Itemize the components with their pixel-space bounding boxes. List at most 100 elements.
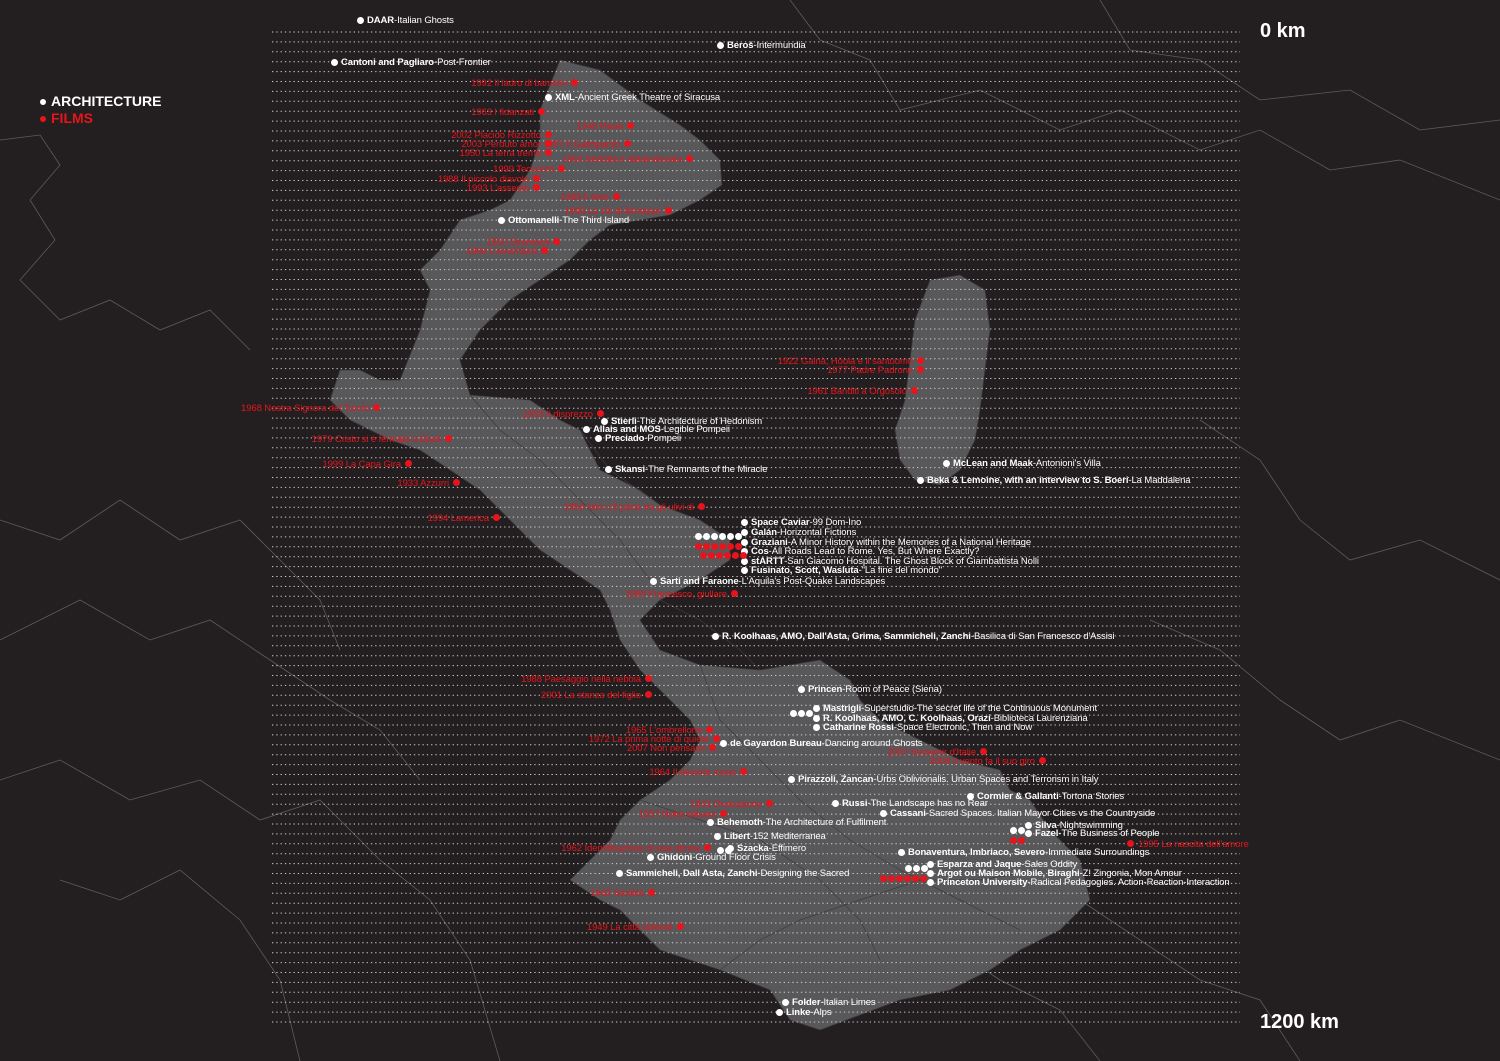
separator: - bbox=[738, 576, 742, 587]
architecture-title: "La fine del mondo" bbox=[861, 565, 943, 576]
separator: - bbox=[1021, 859, 1025, 870]
architecture-entry: Ottomanelli-The Third Island bbox=[498, 215, 629, 226]
architecture-author: Linke bbox=[786, 1007, 811, 1018]
white-dot-icon bbox=[545, 94, 552, 101]
white-dot-icon bbox=[913, 865, 920, 872]
architecture-author: Cormier & Gallanti bbox=[977, 791, 1059, 802]
film-entry: 1950 Stromboli bbox=[487, 237, 560, 248]
architecture-author: Sarti and Faraone bbox=[660, 576, 739, 587]
architecture-title: 99 Dom-Ino bbox=[812, 517, 862, 528]
red-dot-icon bbox=[740, 552, 747, 559]
architecture-text: Preciado-Pompeii bbox=[605, 433, 681, 444]
film-title: 1953 Il disprezzo bbox=[522, 409, 593, 420]
film-title: 1964 Il deserto rosso bbox=[649, 767, 736, 778]
white-dot-icon bbox=[813, 705, 820, 712]
italy-landmass bbox=[329, 59, 1091, 1031]
film-title: 1999 Tecnocra bbox=[493, 164, 554, 175]
separator: - bbox=[768, 843, 772, 854]
architecture-text: stARTT-San Giacomo Hospital. The Ghost B… bbox=[751, 556, 1039, 567]
architecture-entry: Graziani-A Minor History within the Memo… bbox=[741, 537, 1031, 548]
architecture-entry: Sarti and Faraone-L'Aquila's Post-Quake … bbox=[650, 576, 885, 587]
architecture-text: Fusinato, Scott, Wasluta-"La fine del mo… bbox=[751, 565, 942, 576]
film-title: 1964 Sedotta e abbandonata bbox=[562, 154, 682, 165]
architecture-text: Cormier & Gallanti-Tortona Stories bbox=[977, 791, 1124, 802]
architecture-author: Beka & Lemoine, with an interview to S. … bbox=[927, 475, 1129, 486]
architecture-entry: Ghidoni-Ground Floor Crisis bbox=[647, 852, 776, 863]
white-dot-icon bbox=[741, 567, 748, 574]
red-dot-icon bbox=[613, 193, 620, 200]
film-entry: 1992 Il ladro di bambini bbox=[471, 78, 578, 89]
architecture-entry: Linke-Alps bbox=[776, 1007, 832, 1018]
film-title: 1997 Il Gattopardo bbox=[543, 139, 620, 150]
architecture-entry: Princeton University-Radical Pedagogies.… bbox=[927, 877, 1230, 888]
film-title: 2003 Perduto amor bbox=[461, 139, 541, 150]
architecture-author: Mastrigli bbox=[823, 703, 862, 714]
white-dot-icon bbox=[798, 710, 805, 717]
architecture-author: Libert bbox=[724, 831, 750, 842]
film-entry: 1964 Sedotta e abbandonata bbox=[562, 154, 693, 165]
architecture-author: Sammicheli, Dall Asta, Zanchi bbox=[626, 868, 758, 879]
red-dot-icon bbox=[40, 115, 46, 122]
separator: - bbox=[1027, 877, 1031, 888]
white-dot-icon bbox=[357, 17, 364, 24]
architecture-author: Bonaventura, Imbriaco, Severo bbox=[908, 847, 1046, 858]
separator: - bbox=[787, 537, 791, 548]
architecture-title: Pompeii bbox=[647, 433, 682, 444]
white-dot-icon bbox=[727, 533, 734, 540]
white-dot-icon bbox=[735, 533, 742, 540]
architecture-text: Ottomanelli-The Third Island bbox=[508, 215, 629, 226]
separator: - bbox=[842, 684, 846, 695]
separator: - bbox=[660, 424, 664, 435]
red-dot-icon bbox=[700, 552, 707, 559]
architecture-text: Space Caviar-99 Dom-Ino bbox=[751, 517, 861, 528]
architecture-entry: Catharine Rossi-Space Electronic, Then a… bbox=[813, 722, 1032, 733]
film-title: 1995 Lo zio di Brooklyn bbox=[564, 206, 662, 217]
architecture-entry: Princen-Room of Peace (Siena) bbox=[798, 684, 942, 695]
architecture-text: R. Koolhaas, AMO, C. Koolhaas, Orazi-Bib… bbox=[823, 713, 1088, 724]
white-dot-icon bbox=[650, 578, 657, 585]
film-entry: 1961 Banditi a Orgosolo bbox=[807, 386, 918, 397]
film-title: 1960 L'avventura bbox=[466, 246, 537, 257]
film-entry: 1999 Tecnocra bbox=[493, 164, 565, 175]
red-dot-icon bbox=[917, 357, 924, 364]
architecture-text: Ghidoni-Ground Floor Crisis bbox=[657, 852, 776, 863]
film-title: 1977 Padre Padrone bbox=[827, 365, 913, 376]
red-dot-icon bbox=[731, 590, 738, 597]
architecture-text: Bonaventura, Imbriaco, Severo-Immediate … bbox=[908, 847, 1150, 858]
separator: - bbox=[762, 817, 766, 828]
architecture-title: All Roads Lead to Rome. Yes, But Where E… bbox=[771, 546, 980, 557]
architecture-author: Galán bbox=[751, 527, 777, 538]
architecture-author: Cos bbox=[751, 546, 769, 557]
architecture-entry: R. Koolhaas, AMO, Dall'Asta, Grima, Samm… bbox=[712, 631, 1114, 642]
film-entry: 1988 Paesaggio nella nebbia bbox=[521, 674, 652, 685]
white-dot-icon bbox=[717, 42, 724, 49]
architecture-entry: Cantoni and Pagliaro-Post-Frontier bbox=[331, 57, 491, 68]
architecture-title: The Third Island bbox=[562, 215, 630, 226]
architecture-author: Behemoth bbox=[717, 817, 763, 828]
architecture-author: XML bbox=[555, 92, 575, 103]
white-dot-icon bbox=[1018, 827, 1025, 834]
red-dot-icon bbox=[1018, 837, 1025, 844]
legend-films-label: FILMS bbox=[51, 110, 93, 126]
film-entry: 2002 Placido Rizzotto bbox=[451, 130, 552, 141]
red-dot-icon bbox=[597, 410, 604, 417]
film-title: 1963 I fidanzati bbox=[471, 107, 534, 118]
film-title: 1962 Identificazione di una donna bbox=[561, 843, 700, 854]
architecture-title: L'Aquila's Post-Quake Landscapes bbox=[741, 576, 886, 587]
red-dot-icon bbox=[445, 435, 452, 442]
architecture-text: Graziani-A Minor History within the Memo… bbox=[751, 537, 1031, 548]
red-dot-icon bbox=[698, 503, 705, 510]
separator: - bbox=[893, 722, 897, 733]
architecture-author: DAAR bbox=[367, 15, 395, 26]
film-entry: 1950 Non c'è pace tra gli ulivi di bbox=[564, 502, 705, 513]
red-dot-icon bbox=[912, 875, 919, 882]
red-dot-icon bbox=[720, 810, 727, 817]
architecture-text: Galán-Horizontal Fictions bbox=[751, 527, 856, 538]
film-title: 1957 Notte italiana bbox=[638, 809, 716, 820]
architecture-entry: DAAR-Italian Ghosts bbox=[357, 15, 454, 26]
red-dot-icon bbox=[677, 923, 684, 930]
architecture-author: Ghidoni bbox=[657, 852, 693, 863]
architecture-entry: Beroš-Intermundia bbox=[717, 40, 806, 51]
architecture-author: stARTT bbox=[751, 556, 785, 567]
